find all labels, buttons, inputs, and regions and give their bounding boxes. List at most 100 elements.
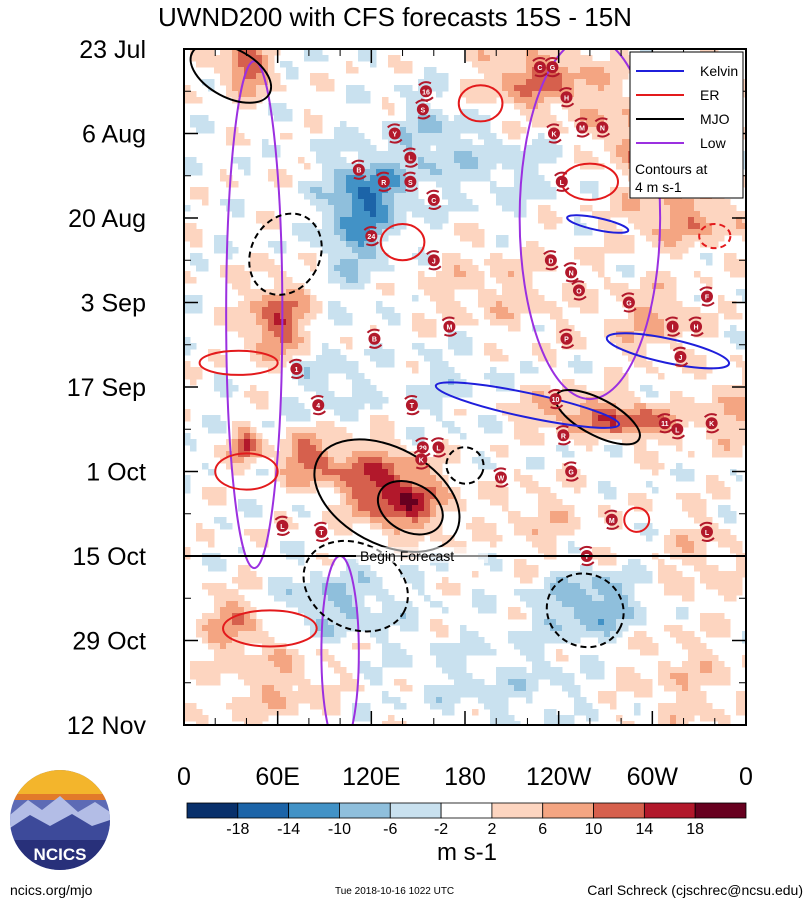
anomaly-cell — [532, 343, 539, 350]
anomaly-cell — [370, 613, 377, 620]
anomaly-cell — [604, 325, 611, 332]
anomaly-cell — [592, 397, 599, 404]
anomaly-cell — [442, 487, 449, 494]
anomaly-cell — [700, 403, 707, 410]
anomaly-cell — [328, 235, 335, 242]
anomaly-cell — [304, 469, 311, 476]
anomaly-cell — [412, 541, 419, 548]
anomaly-cell — [556, 577, 563, 584]
anomaly-cell — [424, 481, 431, 488]
anomaly-cell — [646, 325, 653, 332]
anomaly-cell — [610, 61, 617, 68]
anomaly-cell — [340, 463, 347, 470]
anomaly-cell — [718, 577, 725, 584]
anomaly-cell — [562, 607, 569, 614]
anomaly-cell — [352, 571, 359, 578]
anomaly-cell — [298, 409, 305, 416]
anomaly-cell — [280, 355, 287, 362]
anomaly-cell — [448, 301, 455, 308]
anomaly-cell — [280, 649, 287, 656]
anomaly-cell — [334, 301, 341, 308]
anomaly-cell — [382, 313, 389, 320]
anomaly-cell — [730, 571, 737, 578]
anomaly-cell — [376, 229, 383, 236]
anomaly-cell — [454, 643, 461, 650]
anomaly-cell — [406, 451, 413, 458]
anomaly-cell — [196, 529, 203, 536]
anomaly-cell — [364, 91, 371, 98]
anomaly-cell — [640, 343, 647, 350]
anomaly-cell — [568, 79, 575, 86]
anomaly-cell — [640, 523, 647, 530]
anomaly-cell — [394, 505, 401, 512]
anomaly-cell — [484, 601, 491, 608]
anomaly-cell — [274, 589, 281, 596]
anomaly-cell — [454, 199, 461, 206]
anomaly-cell — [340, 235, 347, 242]
anomaly-cell — [388, 163, 395, 170]
anomaly-cell — [730, 433, 737, 440]
anomaly-cell — [412, 475, 419, 482]
anomaly-cell — [712, 241, 719, 248]
anomaly-cell — [508, 55, 515, 62]
anomaly-cell — [508, 307, 515, 314]
anomaly-cell — [598, 217, 605, 224]
anomaly-cell — [328, 313, 335, 320]
anomaly-cell — [376, 235, 383, 242]
anomaly-cell — [712, 433, 719, 440]
anomaly-cell — [328, 577, 335, 584]
anomaly-cell — [226, 133, 233, 140]
anomaly-cell — [688, 499, 695, 506]
anomaly-cell — [634, 397, 641, 404]
anomaly-cell — [226, 631, 233, 638]
anomaly-cell — [454, 337, 461, 344]
anomaly-cell — [442, 115, 449, 122]
anomaly-cell — [676, 397, 683, 404]
anomaly-cell — [280, 439, 287, 446]
anomaly-cell — [526, 517, 533, 524]
anomaly-cell — [418, 133, 425, 140]
anomaly-cell — [712, 451, 719, 458]
anomaly-cell — [460, 91, 467, 98]
anomaly-cell — [700, 313, 707, 320]
anomaly-cell — [604, 415, 611, 422]
anomaly-cell — [520, 73, 527, 80]
anomaly-cell — [352, 559, 359, 566]
anomaly-cell — [292, 289, 299, 296]
anomaly-cell — [376, 463, 383, 470]
anomaly-cell — [466, 343, 473, 350]
anomaly-cell — [346, 409, 353, 416]
anomaly-cell — [568, 541, 575, 548]
anomaly-cell — [424, 169, 431, 176]
anomaly-cell — [598, 103, 605, 110]
anomaly-cell — [352, 397, 359, 404]
anomaly-cell — [382, 451, 389, 458]
anomaly-cell — [526, 529, 533, 536]
anomaly-cell — [700, 211, 707, 218]
anomaly-cell — [190, 169, 197, 176]
anomaly-cell — [214, 415, 221, 422]
anomaly-cell — [436, 289, 443, 296]
anomaly-cell — [742, 403, 746, 410]
anomaly-cell — [256, 655, 263, 662]
anomaly-cell — [418, 121, 425, 128]
anomaly-cell — [436, 493, 443, 500]
anomaly-cell — [430, 481, 437, 488]
anomaly-cell — [334, 367, 341, 374]
anomaly-cell — [688, 655, 695, 662]
anomaly-cell — [322, 421, 329, 428]
anomaly-cell — [250, 61, 257, 68]
anomaly-cell — [430, 73, 437, 80]
anomaly-cell — [532, 655, 539, 662]
anomaly-cell — [280, 541, 287, 548]
anomaly-cell — [334, 355, 341, 362]
anomaly-cell — [598, 427, 605, 434]
anomaly-cell — [598, 583, 605, 590]
anomaly-cell — [238, 325, 245, 332]
anomaly-cell — [484, 127, 491, 134]
anomaly-cell — [658, 295, 665, 302]
anomaly-cell — [736, 223, 743, 230]
anomaly-cell — [664, 217, 671, 224]
anomaly-cell — [700, 649, 707, 656]
anomaly-cell — [706, 259, 713, 266]
